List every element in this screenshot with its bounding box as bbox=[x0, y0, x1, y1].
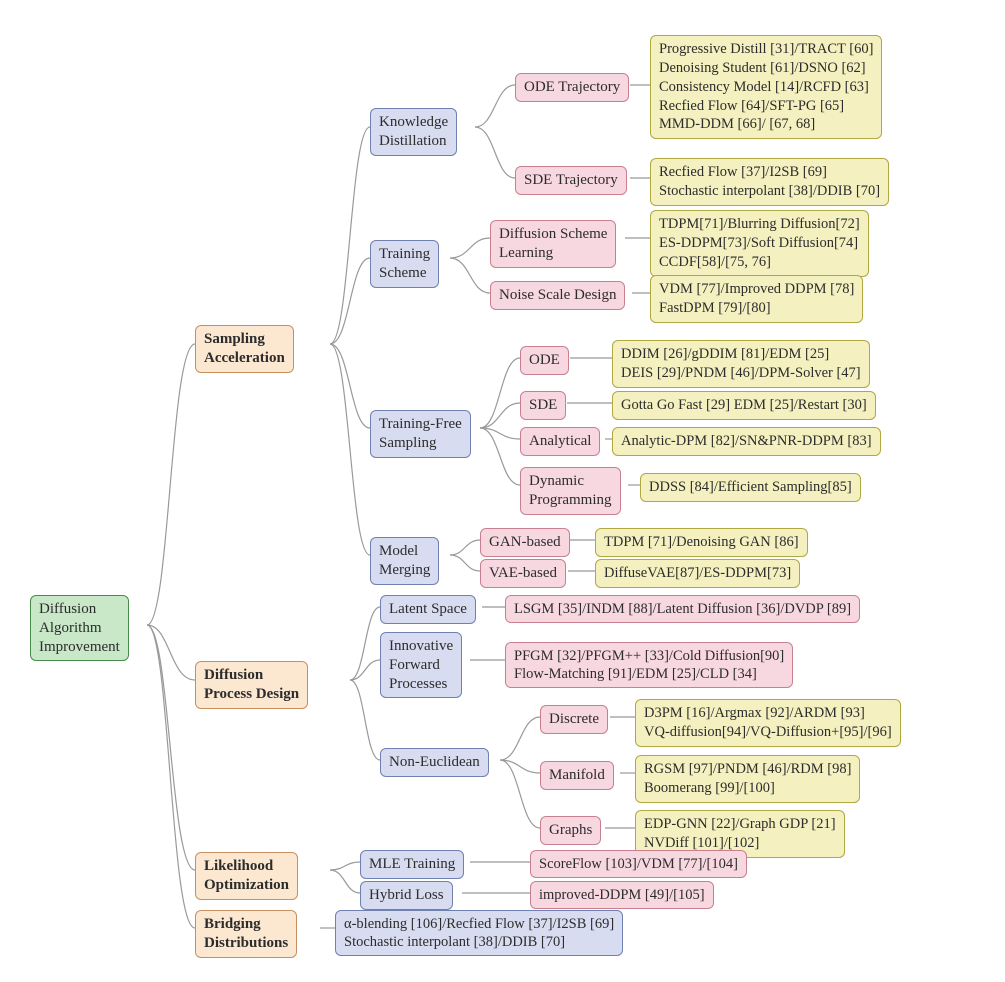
l3-graphs-label: Graphs bbox=[549, 822, 592, 838]
l3-vae-label: VAE-based bbox=[489, 565, 557, 581]
leaf-hybrid: improved-DDPM [49]/[105] bbox=[530, 881, 714, 909]
leaf-discrete: D3PM [16]/Argmax [92]/ARDM [93]VQ-diffus… bbox=[635, 699, 901, 747]
l3-dynprog: DynamicProgramming bbox=[520, 467, 621, 515]
leaf-vae: DiffuseVAE[87]/ES-DDPM[73] bbox=[595, 559, 800, 588]
leaf-dsl: TDPM[71]/Blurring Diffusion[72]ES-DDPM[7… bbox=[650, 210, 869, 277]
l1-bridging-label: BridgingDistributions bbox=[204, 916, 288, 951]
l1-sampling-label: SamplingAcceleration bbox=[204, 331, 285, 366]
l3-ode-traj-label: ODE Trajectory bbox=[524, 79, 620, 95]
l1-likelihood: LikelihoodOptimization bbox=[195, 852, 298, 900]
l3-analytical: Analytical bbox=[520, 427, 600, 456]
l2-kd-label: KnowledgeDistillation bbox=[379, 114, 448, 149]
l1-sampling: SamplingAcceleration bbox=[195, 325, 294, 373]
l3-dsl-label: Diffusion SchemeLearning bbox=[499, 226, 607, 261]
l2-latent-label: Latent Space bbox=[389, 601, 467, 617]
l2-tfs-label: Training-FreeSampling bbox=[379, 416, 462, 451]
leaf-ode-traj-label: Progressive Distill [31]/TRACT [60]Denoi… bbox=[659, 41, 873, 132]
leaf-dynprog: DDSS [84]/Efficient Sampling[85] bbox=[640, 473, 861, 502]
leaf-graphs-label: EDP-GNN [22]/Graph GDP [21]NVDiff [101]/… bbox=[644, 816, 836, 851]
l2-hybrid-label: Hybrid Loss bbox=[369, 887, 444, 903]
l3-vae: VAE-based bbox=[480, 559, 566, 588]
root-node: DiffusionAlgorithmImprovement bbox=[30, 595, 129, 661]
leaf-gan: TDPM [71]/Denoising GAN [86] bbox=[595, 528, 808, 557]
leaf-sde-traj-label: Recfied Flow [37]/I2SB [69]Stochastic in… bbox=[659, 164, 880, 199]
leaf-gan-label: TDPM [71]/Denoising GAN [86] bbox=[604, 534, 799, 550]
l3-discrete: Discrete bbox=[540, 705, 608, 734]
l2-mle: MLE Training bbox=[360, 850, 464, 879]
l3-gan: GAN-based bbox=[480, 528, 570, 557]
l2-ifp: InnovativeForwardProcesses bbox=[380, 632, 462, 698]
leaf-manifold-label: RGSM [97]/PNDM [46]/RDM [98]Boomerang [9… bbox=[644, 761, 851, 796]
l3-ode-traj: ODE Trajectory bbox=[515, 73, 629, 102]
leaf-nsd: VDM [77]/Improved DDPM [78]FastDPM [79]/… bbox=[650, 275, 863, 323]
leaf-dsl-label: TDPM[71]/Blurring Diffusion[72]ES-DDPM[7… bbox=[659, 216, 860, 270]
leaf-discrete-label: D3PM [16]/Argmax [92]/ARDM [93]VQ-diffus… bbox=[644, 705, 892, 740]
l3-manifold-label: Manifold bbox=[549, 767, 605, 783]
l3-dsl: Diffusion SchemeLearning bbox=[490, 220, 616, 268]
l2-noneuc: Non-Euclidean bbox=[380, 748, 489, 777]
l2-mm: ModelMerging bbox=[370, 537, 439, 585]
leaf-ifp: PFGM [32]/PFGM++ [33]/Cold Diffusion[90]… bbox=[505, 642, 793, 688]
l2-ts: TrainingScheme bbox=[370, 240, 439, 288]
leaf-sde: Gotta Go Fast [29] EDM [25]/Restart [30] bbox=[612, 391, 876, 420]
l2-tfs: Training-FreeSampling bbox=[370, 410, 471, 458]
leaf-ode: DDIM [26]/gDDIM [81]/EDM [25]DEIS [29]/P… bbox=[612, 340, 870, 388]
leaf-bridging: α-blending [106]/Recfied Flow [37]/I2SB … bbox=[335, 910, 623, 956]
l3-nsd-label: Noise Scale Design bbox=[499, 287, 616, 303]
l1-likelihood-label: LikelihoodOptimization bbox=[204, 858, 289, 893]
l2-noneuc-label: Non-Euclidean bbox=[389, 754, 480, 770]
l3-dynprog-label: DynamicProgramming bbox=[529, 473, 612, 508]
l2-ifp-label: InnovativeForwardProcesses bbox=[389, 638, 453, 692]
leaf-dynprog-label: DDSS [84]/Efficient Sampling[85] bbox=[649, 479, 852, 495]
l3-discrete-label: Discrete bbox=[549, 711, 599, 727]
l3-gan-label: GAN-based bbox=[489, 534, 561, 550]
l1-process-label: DiffusionProcess Design bbox=[204, 667, 299, 702]
l3-sde-label: SDE bbox=[529, 397, 557, 413]
leaf-mle: ScoreFlow [103]/VDM [77]/[104] bbox=[530, 850, 747, 878]
leaf-ode-label: DDIM [26]/gDDIM [81]/EDM [25]DEIS [29]/P… bbox=[621, 346, 861, 381]
leaf-ifp-label: PFGM [32]/PFGM++ [33]/Cold Diffusion[90]… bbox=[514, 648, 784, 682]
l3-ode-label: ODE bbox=[529, 352, 560, 368]
leaf-latent: LSGM [35]/INDM [88]/Latent Diffusion [36… bbox=[505, 595, 860, 623]
leaf-manifold: RGSM [97]/PNDM [46]/RDM [98]Boomerang [9… bbox=[635, 755, 860, 803]
l1-process: DiffusionProcess Design bbox=[195, 661, 308, 709]
leaf-analytical-label: Analytic-DPM [82]/SN&PNR-DDPM [83] bbox=[621, 433, 872, 449]
l3-analytical-label: Analytical bbox=[529, 433, 591, 449]
leaf-analytical: Analytic-DPM [82]/SN&PNR-DDPM [83] bbox=[612, 427, 881, 456]
l3-graphs: Graphs bbox=[540, 816, 601, 845]
leaf-ode-traj: Progressive Distill [31]/TRACT [60]Denoi… bbox=[650, 35, 882, 139]
l3-sde-traj: SDE Trajectory bbox=[515, 166, 627, 195]
leaf-vae-label: DiffuseVAE[87]/ES-DDPM[73] bbox=[604, 565, 791, 581]
leaf-latent-label: LSGM [35]/INDM [88]/Latent Diffusion [36… bbox=[514, 601, 851, 617]
leaf-sde-traj: Recfied Flow [37]/I2SB [69]Stochastic in… bbox=[650, 158, 889, 206]
l2-mle-label: MLE Training bbox=[369, 856, 455, 872]
leaf-hybrid-label: improved-DDPM [49]/[105] bbox=[539, 887, 705, 903]
l3-sde: SDE bbox=[520, 391, 566, 420]
leaf-nsd-label: VDM [77]/Improved DDPM [78]FastDPM [79]/… bbox=[659, 281, 854, 316]
leaf-bridging-label: α-blending [106]/Recfied Flow [37]/I2SB … bbox=[344, 916, 614, 950]
root-label: DiffusionAlgorithmImprovement bbox=[39, 601, 120, 655]
l1-bridging: BridgingDistributions bbox=[195, 910, 297, 958]
l2-hybrid: Hybrid Loss bbox=[360, 881, 453, 910]
l2-ts-label: TrainingScheme bbox=[379, 246, 430, 281]
leaf-sde-label: Gotta Go Fast [29] EDM [25]/Restart [30] bbox=[621, 397, 867, 413]
l3-sde-traj-label: SDE Trajectory bbox=[524, 172, 618, 188]
l3-manifold: Manifold bbox=[540, 761, 614, 790]
l3-ode: ODE bbox=[520, 346, 569, 375]
l3-nsd: Noise Scale Design bbox=[490, 281, 625, 310]
l2-mm-label: ModelMerging bbox=[379, 543, 430, 578]
l2-latent: Latent Space bbox=[380, 595, 476, 624]
l2-kd: KnowledgeDistillation bbox=[370, 108, 457, 156]
leaf-mle-label: ScoreFlow [103]/VDM [77]/[104] bbox=[539, 856, 738, 872]
